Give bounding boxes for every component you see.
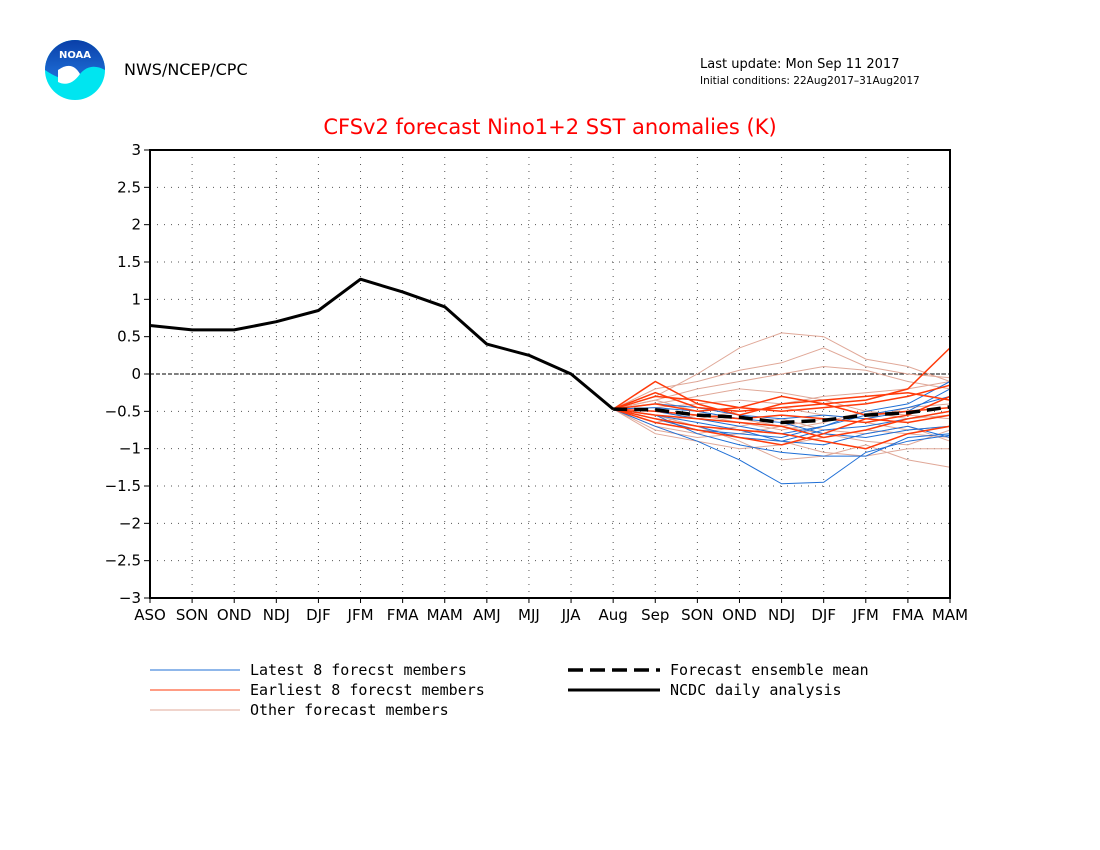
y-tick-label: −0.5 [105,402,141,420]
y-tick-label: −3 [119,589,141,607]
chart-title: CFSv2 forecast Nino1+2 SST anomalies (K) [323,115,777,139]
legend-label-latest: Latest 8 forecst members [250,661,467,679]
earliest-member-line [612,384,951,413]
legend-label-earliest: Earliest 8 forecst members [250,681,485,699]
x-tick-label: DJF [306,606,331,624]
earliest-member-line [612,380,951,416]
agency-label: NWS/NCEP/CPC [124,60,248,79]
earliest-member-line [613,408,951,439]
x-tick-label: MJJ [518,606,540,624]
x-tick-label: Sep [641,606,669,624]
y-tick-label: 1 [131,290,141,308]
latest-member-line [613,408,951,446]
y-tick-label: 2.5 [117,178,141,196]
x-tick-label: JFM [852,606,879,624]
x-tick-label: AMJ [473,606,501,624]
y-tick-label: 0 [131,365,141,383]
legend-label-analysis: NCDC daily analysis [670,681,842,699]
x-tick-label: JFM [347,606,374,624]
x-tick-label: Aug [599,606,628,624]
x-tick-label: FMA [387,606,420,624]
latest-member-line [613,408,951,485]
legend-label-other: Other forecast members [250,701,449,719]
x-tick-label: DJF [811,606,836,624]
x-tick-label: OND [217,606,252,624]
x-tick-label: OND [722,606,757,624]
x-tick-label: SON [176,606,209,624]
y-tick-label: 2 [131,216,141,234]
y-tick-label: 3 [131,141,141,159]
x-tick-label: ASO [134,606,166,624]
x-tick-label: NDJ [263,606,290,624]
other-member-line [613,365,951,410]
x-tick-label: NDJ [768,606,795,624]
y-tick-label: 0.5 [117,328,141,346]
other-member-line [612,347,951,410]
y-tick-label: 1.5 [117,253,141,271]
earliest-member-line [612,408,951,446]
earliest-member-line [613,408,951,450]
y-tick-label: −1.5 [105,477,141,495]
x-tick-label: SON [681,606,714,624]
analysis-line [149,277,615,411]
y-tick-label: −2.5 [105,552,141,570]
legend-label-ensemble: Forecast ensemble mean [670,661,869,679]
y-tick-label: −1 [119,440,141,458]
ensemble-mean-line [613,405,951,425]
x-tick-label: FMA [892,606,925,624]
other-member-line [613,408,951,468]
y-tick-label: −2 [119,514,141,532]
last-update: Last update: Mon Sep 11 2017 [700,57,900,72]
other-member-line [613,388,951,420]
x-tick-label: MAM [427,606,463,624]
plot-frame [149,149,951,599]
earliest-member-line [613,395,951,424]
latest-member-line [613,395,951,439]
x-tick-label: JJA [561,606,582,624]
initial-conditions: Initial conditions: 22Aug2017–31Aug2017 [700,75,920,87]
x-tick-label: MAM [932,606,968,624]
